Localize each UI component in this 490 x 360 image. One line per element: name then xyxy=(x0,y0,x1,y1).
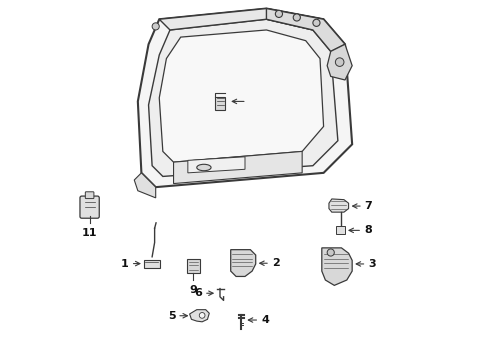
Polygon shape xyxy=(231,249,256,276)
Polygon shape xyxy=(159,9,323,30)
Circle shape xyxy=(293,14,300,21)
Text: 7: 7 xyxy=(365,201,372,211)
Text: 6: 6 xyxy=(194,288,202,298)
Text: 5: 5 xyxy=(168,311,175,321)
Polygon shape xyxy=(138,9,352,187)
Polygon shape xyxy=(329,199,348,212)
Circle shape xyxy=(335,58,344,66)
Circle shape xyxy=(313,19,320,26)
Circle shape xyxy=(327,249,334,256)
Polygon shape xyxy=(322,248,352,285)
Text: 9: 9 xyxy=(189,285,197,295)
Polygon shape xyxy=(134,173,156,198)
Polygon shape xyxy=(188,157,245,173)
FancyBboxPatch shape xyxy=(215,97,225,110)
FancyBboxPatch shape xyxy=(187,258,199,273)
Polygon shape xyxy=(327,44,352,80)
FancyBboxPatch shape xyxy=(85,192,94,199)
Polygon shape xyxy=(159,30,323,162)
Polygon shape xyxy=(148,19,338,176)
Text: 11: 11 xyxy=(82,228,98,238)
Text: 4: 4 xyxy=(261,315,269,325)
Text: 10: 10 xyxy=(248,96,264,107)
Text: 8: 8 xyxy=(364,225,372,235)
FancyBboxPatch shape xyxy=(80,196,99,218)
Polygon shape xyxy=(190,310,209,322)
Polygon shape xyxy=(173,152,302,184)
FancyBboxPatch shape xyxy=(337,226,345,234)
Text: 1: 1 xyxy=(121,258,129,269)
Circle shape xyxy=(152,23,159,30)
Text: 3: 3 xyxy=(368,259,376,269)
Circle shape xyxy=(199,312,205,318)
Circle shape xyxy=(275,10,283,18)
Polygon shape xyxy=(267,9,345,51)
FancyBboxPatch shape xyxy=(144,260,160,267)
Text: 2: 2 xyxy=(272,258,279,268)
Ellipse shape xyxy=(197,164,211,171)
